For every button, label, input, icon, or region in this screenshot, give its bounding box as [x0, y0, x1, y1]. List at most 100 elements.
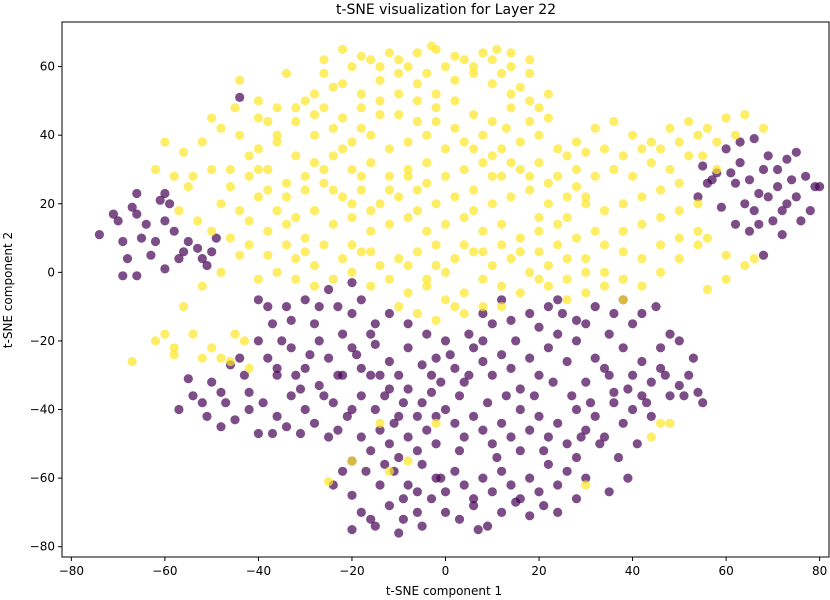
point-class1 — [618, 199, 628, 209]
point-class1 — [440, 62, 451, 72]
point-class0 — [684, 370, 694, 380]
point-class1 — [300, 171, 310, 181]
point-class1 — [478, 130, 488, 140]
point-class1 — [253, 164, 263, 175]
point-class1 — [253, 113, 263, 123]
point-class0 — [160, 264, 170, 274]
point-class0 — [352, 350, 362, 360]
point-class1 — [543, 178, 554, 188]
point-class1 — [338, 113, 348, 123]
point-class1 — [216, 267, 226, 277]
point-class1 — [571, 182, 582, 192]
point-class0 — [511, 497, 521, 507]
point-class0 — [366, 329, 376, 339]
point-class1 — [394, 89, 404, 99]
point-class1 — [618, 247, 628, 257]
point-class1 — [328, 82, 338, 92]
point-class0 — [777, 206, 787, 216]
point-class1 — [225, 356, 235, 367]
point-class1 — [674, 137, 684, 147]
point-class1 — [440, 171, 451, 181]
y-tick-label: −40 — [30, 403, 55, 417]
point-class1 — [469, 68, 479, 78]
point-class1 — [497, 144, 507, 154]
point-class1 — [581, 199, 591, 209]
point-class1 — [637, 254, 647, 264]
point-class0 — [660, 370, 670, 380]
point-class0 — [328, 398, 338, 408]
point-class0 — [604, 370, 614, 380]
point-class0 — [440, 507, 451, 517]
point-class1 — [674, 178, 684, 188]
point-class1 — [497, 219, 507, 229]
point-class1 — [272, 267, 282, 277]
point-class1 — [216, 199, 226, 209]
point-class0 — [445, 350, 455, 360]
point-class1 — [375, 418, 385, 428]
point-class0 — [754, 219, 764, 229]
point-class1 — [698, 151, 708, 161]
point-class0 — [370, 339, 380, 349]
point-class1 — [431, 89, 441, 99]
point-class0 — [431, 411, 441, 421]
point-class0 — [571, 452, 582, 463]
point-class0 — [543, 459, 554, 469]
point-class1 — [478, 302, 488, 312]
point-class0 — [253, 428, 263, 439]
point-class0 — [422, 329, 432, 339]
point-class1 — [347, 137, 357, 147]
point-class1 — [412, 79, 422, 89]
point-class0 — [497, 466, 507, 476]
point-class1 — [197, 353, 207, 363]
point-class0 — [366, 370, 376, 380]
point-class0 — [613, 452, 624, 463]
point-class1 — [319, 55, 329, 65]
point-class0 — [543, 343, 554, 353]
point-class0 — [179, 247, 189, 257]
point-class0 — [440, 336, 451, 346]
point-class0 — [155, 195, 165, 205]
point-class1 — [562, 295, 572, 305]
point-class0 — [384, 384, 394, 394]
point-class0 — [347, 490, 357, 500]
x-tick-label: 60 — [718, 564, 733, 578]
point-class0 — [384, 501, 394, 511]
point-class1 — [702, 233, 713, 243]
point-class1 — [534, 130, 544, 140]
point-class1 — [263, 250, 273, 260]
point-class0 — [506, 480, 516, 490]
point-class0 — [422, 425, 432, 435]
point-class1 — [309, 89, 320, 99]
point-class1 — [492, 44, 502, 55]
point-class1 — [244, 363, 254, 373]
point-class1 — [497, 171, 507, 181]
point-class1 — [431, 116, 441, 127]
point-class1 — [347, 62, 357, 72]
point-class0 — [286, 315, 296, 325]
point-class1 — [525, 55, 535, 65]
point-class1 — [253, 274, 263, 284]
point-class1 — [525, 116, 535, 127]
point-class0 — [478, 473, 488, 483]
point-class0 — [394, 411, 404, 421]
point-class0 — [590, 353, 600, 363]
point-class1 — [403, 456, 413, 466]
point-class1 — [324, 477, 334, 487]
point-class1 — [543, 281, 554, 291]
point-class0 — [197, 398, 207, 408]
point-class0 — [758, 164, 769, 175]
y-tick-label: 0 — [47, 265, 55, 279]
point-class0 — [674, 336, 684, 346]
point-class1 — [497, 240, 507, 250]
point-class0 — [160, 216, 170, 226]
point-class1 — [347, 456, 357, 466]
point-class0 — [132, 209, 142, 219]
point-class0 — [515, 404, 525, 415]
point-class1 — [712, 137, 722, 147]
point-class1 — [656, 267, 666, 277]
point-class0 — [604, 329, 614, 339]
point-class0 — [150, 236, 161, 247]
point-class1 — [263, 185, 273, 195]
point-class1 — [319, 103, 329, 113]
point-class0 — [590, 302, 600, 312]
